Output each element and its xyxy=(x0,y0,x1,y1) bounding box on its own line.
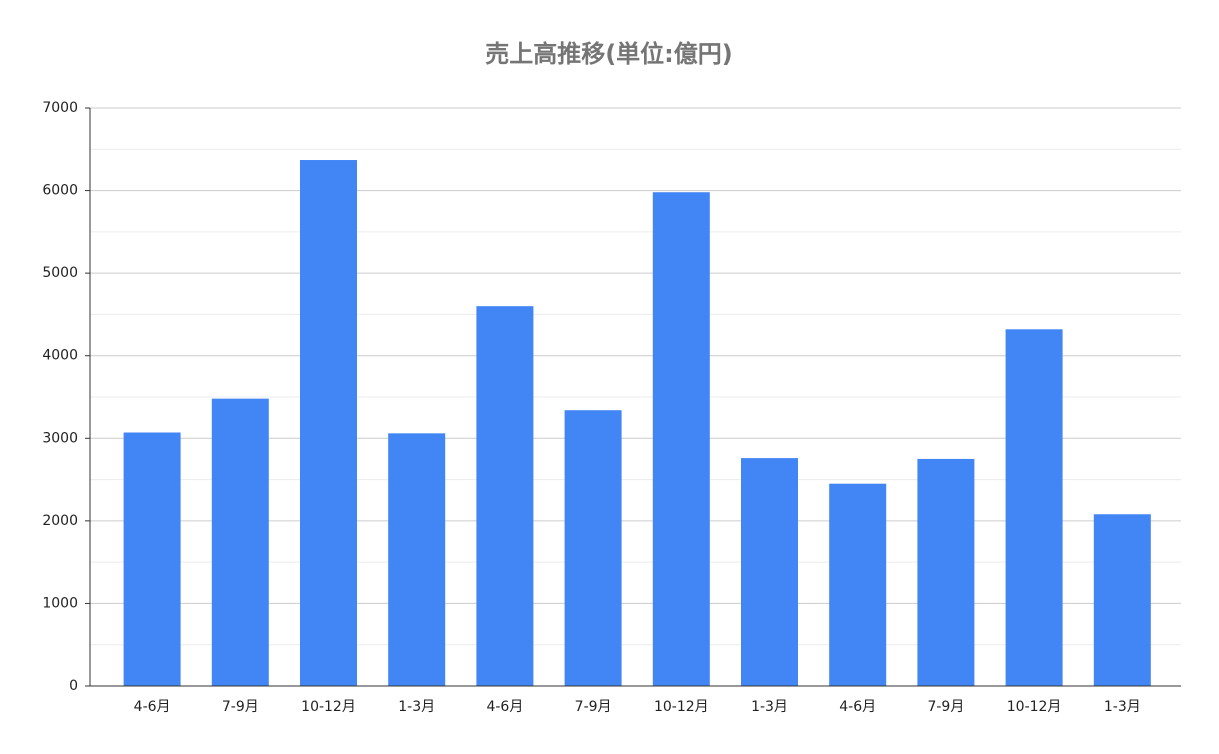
x-tick-label: 1-3月 xyxy=(751,699,788,715)
y-tick-label: 2000 xyxy=(42,513,78,529)
bar xyxy=(652,192,710,687)
y-tick-label: 6000 xyxy=(42,183,78,199)
x-tick-label: 10-12月 xyxy=(654,699,709,715)
bar xyxy=(829,483,887,686)
bar xyxy=(741,458,798,686)
bar xyxy=(388,433,446,686)
bar xyxy=(1005,329,1063,686)
y-tick-label: 4000 xyxy=(42,348,78,364)
x-tick-label: 1-3月 xyxy=(1104,699,1141,715)
chart-title: 売上高推移(単位:億円) xyxy=(485,40,733,68)
y-tick-label: 5000 xyxy=(42,265,78,281)
bar xyxy=(564,410,622,686)
x-tick-label: 4-6月 xyxy=(134,699,171,715)
x-tick-label: 7-9月 xyxy=(222,699,259,715)
x-tick-label: 10-12月 xyxy=(301,699,356,715)
bar xyxy=(476,306,534,686)
y-tick-label: 1000 xyxy=(42,595,78,611)
bar xyxy=(300,160,357,686)
bar xyxy=(123,432,181,686)
x-tick-label: 4-6月 xyxy=(839,699,876,715)
x-tick-label: 10-12月 xyxy=(1007,699,1062,715)
bar xyxy=(211,398,269,686)
bar xyxy=(917,458,975,686)
x-tick-label: 1-3月 xyxy=(398,699,435,715)
x-tick-label: 7-9月 xyxy=(575,699,612,715)
y-tick-label: 7000 xyxy=(42,100,78,116)
y-tick-label: 3000 xyxy=(42,430,78,446)
x-tick-label: 4-6月 xyxy=(486,699,523,715)
y-tick-label: 0 xyxy=(69,678,78,694)
x-tick-label: 7-9月 xyxy=(927,699,964,715)
bar xyxy=(1093,514,1151,686)
